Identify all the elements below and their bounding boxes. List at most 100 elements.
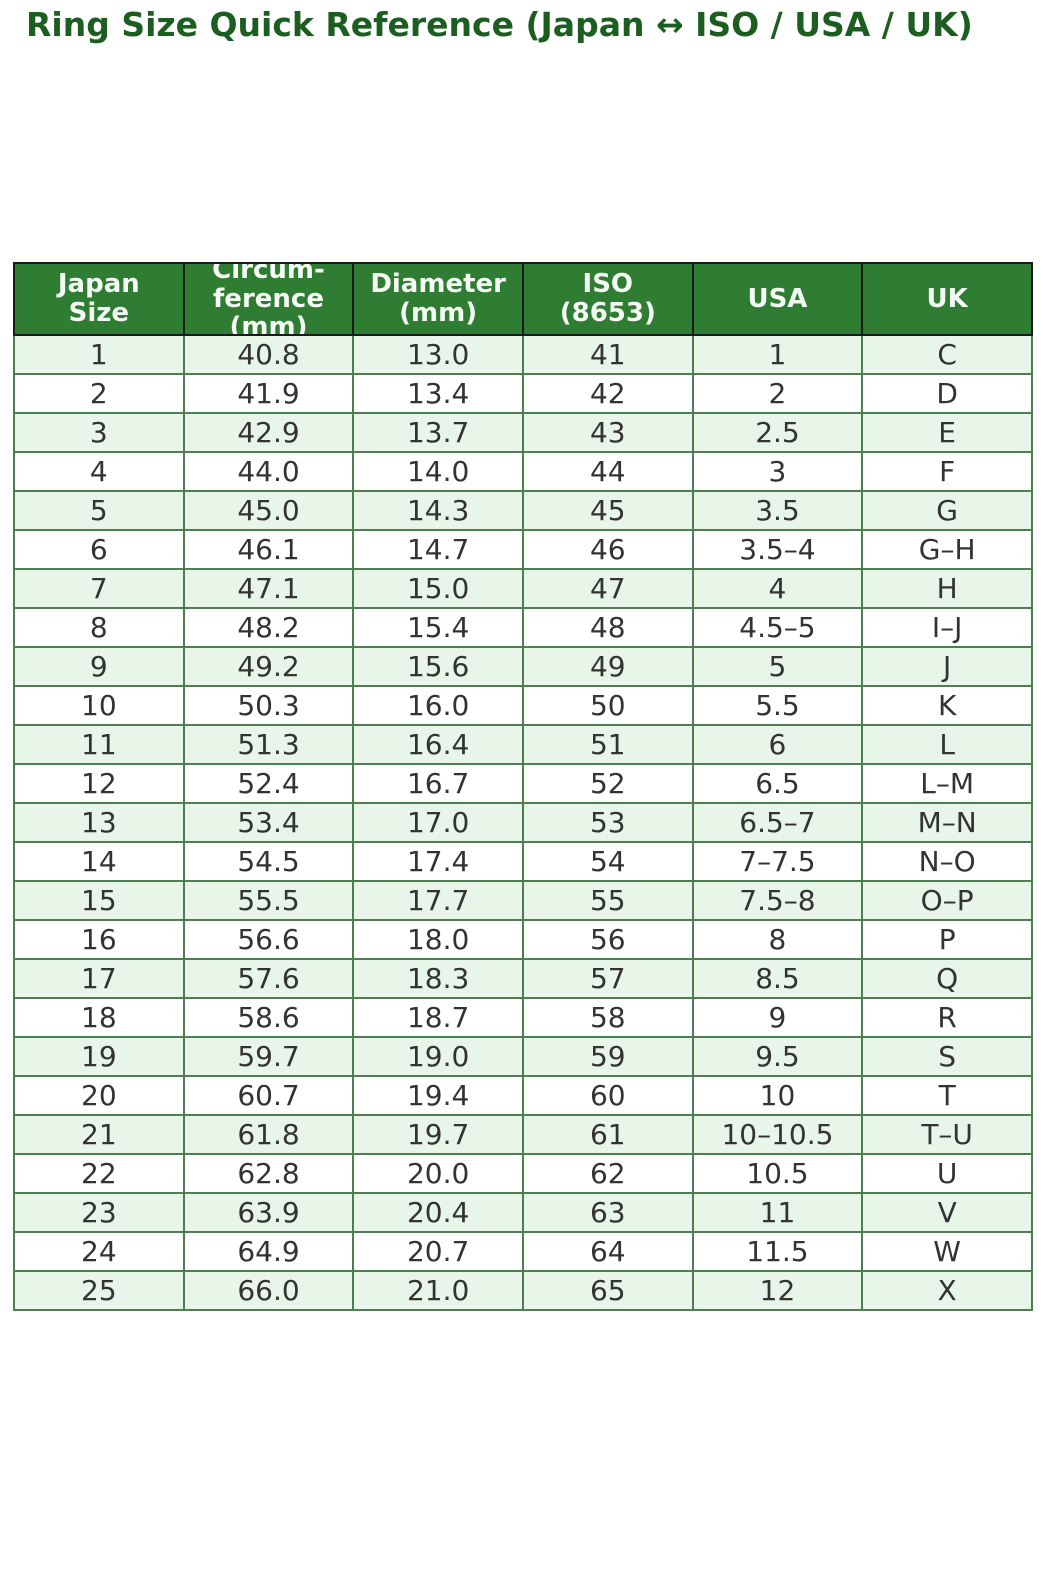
cell-circumference-mm: 40.8 bbox=[182, 334, 355, 375]
table-row: 24 64.9 20.7 64 11.5 W bbox=[13, 1231, 1033, 1272]
cell-japan-size: 24 bbox=[13, 1231, 185, 1272]
column-header-label: USA bbox=[747, 283, 808, 314]
cell-iso-8653: 60 bbox=[521, 1075, 694, 1116]
cell-diameter-mm: 19.7 bbox=[352, 1114, 524, 1155]
cell-usa: 10.5 bbox=[691, 1153, 864, 1194]
cell-usa: 4.5–5 bbox=[691, 607, 864, 648]
table-row: 12 52.4 16.7 52 6.5 L–M bbox=[13, 763, 1033, 804]
table-row: 6 46.1 14.7 46 3.5–4 G–H bbox=[13, 529, 1033, 570]
cell-usa: 1 bbox=[691, 334, 864, 375]
cell-usa: 10 bbox=[691, 1075, 864, 1116]
cell-japan-size: 16 bbox=[13, 919, 185, 960]
table-row: 21 61.8 19.7 61 10–10.5 T–U bbox=[13, 1114, 1033, 1155]
table-row: 23 63.9 20.4 63 11 V bbox=[13, 1192, 1033, 1233]
cell-diameter-mm: 16.4 bbox=[352, 724, 524, 765]
cell-uk: T bbox=[861, 1075, 1033, 1116]
cell-japan-size: 20 bbox=[13, 1075, 185, 1116]
cell-circumference-mm: 60.7 bbox=[182, 1075, 355, 1116]
cell-circumference-mm: 50.3 bbox=[182, 685, 355, 726]
cell-usa: 10–10.5 bbox=[691, 1114, 864, 1155]
column-header-usa: USA bbox=[691, 262, 864, 336]
cell-circumference-mm: 45.0 bbox=[182, 490, 355, 531]
cell-usa: 2.5 bbox=[691, 412, 864, 453]
cell-uk: S bbox=[861, 1036, 1033, 1077]
cell-usa: 6.5–7 bbox=[691, 802, 864, 843]
table-row: 19 59.7 19.0 59 9.5 S bbox=[13, 1036, 1033, 1077]
cell-uk: N–O bbox=[861, 841, 1033, 882]
cell-iso-8653: 52 bbox=[521, 763, 694, 804]
cell-usa: 11 bbox=[691, 1192, 864, 1233]
table-row: 2 41.9 13.4 42 2 D bbox=[13, 373, 1033, 414]
cell-iso-8653: 62 bbox=[521, 1153, 694, 1194]
table-row: 16 56.6 18.0 56 8 P bbox=[13, 919, 1033, 960]
cell-uk: M–N bbox=[861, 802, 1033, 843]
cell-circumference-mm: 49.2 bbox=[182, 646, 355, 687]
cell-diameter-mm: 20.7 bbox=[352, 1231, 524, 1272]
size-table-body: 1 40.8 13.0 41 1 C 2 41.9 13.4 42 2 D 3 42.9 13.7 43 2.5… bbox=[13, 334, 1033, 1311]
table-row: 18 58.6 18.7 58 9 R bbox=[13, 997, 1033, 1038]
cell-uk: X bbox=[861, 1270, 1033, 1311]
cell-uk: V bbox=[861, 1192, 1033, 1233]
cell-circumference-mm: 42.9 bbox=[182, 412, 355, 453]
cell-japan-size: 23 bbox=[13, 1192, 185, 1233]
cell-usa: 9.5 bbox=[691, 1036, 864, 1077]
cell-iso-8653: 53 bbox=[521, 802, 694, 843]
column-header-label: ISO (8653) bbox=[559, 269, 656, 328]
cell-japan-size: 2 bbox=[13, 373, 185, 414]
cell-diameter-mm: 15.4 bbox=[352, 607, 524, 648]
cell-diameter-mm: 18.0 bbox=[352, 919, 524, 960]
cell-diameter-mm: 15.0 bbox=[352, 568, 524, 609]
column-header-label: Japan Size bbox=[57, 269, 140, 328]
cell-iso-8653: 42 bbox=[521, 373, 694, 414]
cell-circumference-mm: 64.9 bbox=[182, 1231, 355, 1272]
table-row: 8 48.2 15.4 48 4.5–5 I–J bbox=[13, 607, 1033, 648]
cell-usa: 3.5–4 bbox=[691, 529, 864, 570]
cell-iso-8653: 48 bbox=[521, 607, 694, 648]
cell-iso-8653: 50 bbox=[521, 685, 694, 726]
table-row: 1 40.8 13.0 41 1 C bbox=[13, 334, 1033, 375]
cell-iso-8653: 56 bbox=[521, 919, 694, 960]
cell-japan-size: 14 bbox=[13, 841, 185, 882]
cell-uk: Q bbox=[861, 958, 1033, 999]
cell-circumference-mm: 63.9 bbox=[182, 1192, 355, 1233]
cell-japan-size: 17 bbox=[13, 958, 185, 999]
cell-uk: O–P bbox=[861, 880, 1033, 921]
table-row: 13 53.4 17.0 53 6.5–7 M–N bbox=[13, 802, 1033, 843]
cell-diameter-mm: 13.0 bbox=[352, 334, 524, 375]
cell-japan-size: 11 bbox=[13, 724, 185, 765]
column-header-uk: UK bbox=[861, 262, 1033, 336]
table-row: 14 54.5 17.4 54 7–7.5 N–O bbox=[13, 841, 1033, 882]
cell-japan-size: 8 bbox=[13, 607, 185, 648]
cell-uk: G–H bbox=[861, 529, 1033, 570]
cell-iso-8653: 65 bbox=[521, 1270, 694, 1311]
cell-japan-size: 13 bbox=[13, 802, 185, 843]
cell-circumference-mm: 66.0 bbox=[182, 1270, 355, 1311]
cell-usa: 7–7.5 bbox=[691, 841, 864, 882]
cell-iso-8653: 64 bbox=[521, 1231, 694, 1272]
header-row: Japan Size Circum- ference (mm) Diameter (… bbox=[13, 262, 1033, 336]
cell-circumference-mm: 44.0 bbox=[182, 451, 355, 492]
column-header-label: UK bbox=[926, 283, 968, 314]
cell-japan-size: 10 bbox=[13, 685, 185, 726]
cell-iso-8653: 44 bbox=[521, 451, 694, 492]
cell-usa: 11.5 bbox=[691, 1231, 864, 1272]
cell-japan-size: 12 bbox=[13, 763, 185, 804]
table-row: 15 55.5 17.7 55 7.5–8 O–P bbox=[13, 880, 1033, 921]
cell-japan-size: 7 bbox=[13, 568, 185, 609]
cell-diameter-mm: 16.0 bbox=[352, 685, 524, 726]
cell-iso-8653: 57 bbox=[521, 958, 694, 999]
column-header-japan-size: Japan Size bbox=[13, 262, 185, 336]
cell-japan-size: 22 bbox=[13, 1153, 185, 1194]
cell-usa: 2 bbox=[691, 373, 864, 414]
cell-uk: J bbox=[861, 646, 1033, 687]
cell-circumference-mm: 59.7 bbox=[182, 1036, 355, 1077]
ring-size-table: Japan Size Circum- ference (mm) Diameter (… bbox=[13, 262, 1033, 1311]
page-title: Ring Size Quick Reference (Japan ↔ ISO /… bbox=[26, 5, 973, 44]
cell-uk: R bbox=[861, 997, 1033, 1038]
cell-circumference-mm: 48.2 bbox=[182, 607, 355, 648]
cell-circumference-mm: 57.6 bbox=[182, 958, 355, 999]
cell-uk: K bbox=[861, 685, 1033, 726]
column-header-label: Circum- ference (mm) bbox=[212, 264, 325, 334]
cell-usa: 5.5 bbox=[691, 685, 864, 726]
cell-iso-8653: 54 bbox=[521, 841, 694, 882]
